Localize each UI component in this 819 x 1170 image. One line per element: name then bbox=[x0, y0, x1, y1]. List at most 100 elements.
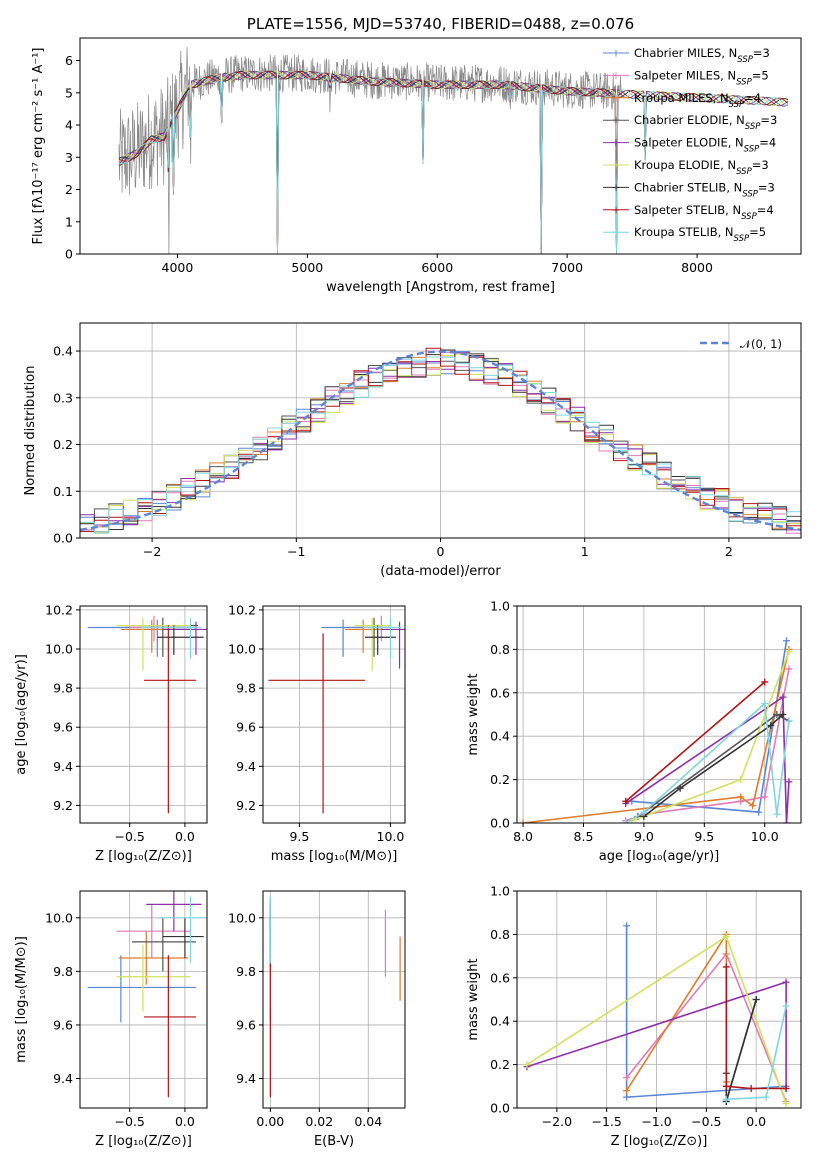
y-tick-label: 10.2 bbox=[45, 602, 73, 617]
y-tick-label: 2 bbox=[65, 182, 73, 197]
x-axis-label: Z [log₁₀(Z/Z⊙)] bbox=[611, 1134, 708, 1149]
normal-curve bbox=[80, 350, 801, 531]
data-point bbox=[676, 784, 684, 792]
data-point bbox=[755, 808, 763, 816]
series-line-kroupa-miles bbox=[625, 931, 728, 1092]
x-tick-label: −1.5 bbox=[592, 1114, 622, 1129]
legend-label: Kroupa MILES, NSSP=4 bbox=[634, 91, 761, 110]
x-tick-label: −2.0 bbox=[542, 1114, 572, 1129]
y-tick-label: 0.2 bbox=[490, 772, 510, 787]
legend-marker: + bbox=[611, 159, 620, 172]
data-point bbox=[779, 711, 787, 718]
data-point bbox=[722, 1082, 730, 1090]
y-axis-label: mass weight bbox=[466, 958, 481, 1040]
x-tick-label: 8000 bbox=[681, 260, 713, 275]
y-tick-label: 5 bbox=[65, 85, 73, 100]
histogram-kroupa-stelib bbox=[80, 356, 801, 534]
legend-marker: + bbox=[611, 203, 620, 216]
legend-label: Salpeter MILES, NSSP=5 bbox=[634, 68, 769, 87]
data-point bbox=[782, 1100, 790, 1108]
x-tick-label: 0.04 bbox=[354, 1114, 382, 1129]
data-point bbox=[761, 700, 769, 708]
panel-spectrum: 4000 5000 6000 7000 8000 0 1 2 3 4 5 6 wavelength [A… bbox=[31, 15, 802, 295]
data-point bbox=[523, 1061, 531, 1069]
y-tick-label: 10.0 bbox=[45, 910, 73, 925]
axes-frame bbox=[79, 37, 802, 255]
legend-label: Kroupa STELIB, NSSP=5 bbox=[634, 225, 766, 244]
plot-area-mass-vs-z bbox=[87, 891, 207, 1098]
y-axis-label: Flux [fλ10⁻¹⁷ erg cm⁻² s⁻¹ A⁻¹] bbox=[31, 48, 46, 245]
y-tick-label: 9.2 bbox=[236, 798, 256, 813]
y-tick-label: 0.4 bbox=[490, 1014, 510, 1029]
legend-marker: + bbox=[611, 69, 620, 82]
axes-frame bbox=[262, 605, 406, 824]
y-axis-label: Normed distribution bbox=[23, 366, 38, 496]
data-point bbox=[752, 996, 760, 1003]
x-tick-label: 4000 bbox=[162, 260, 194, 275]
plot-area-massweight-vs-z bbox=[523, 922, 790, 1108]
data-point bbox=[782, 1084, 790, 1092]
y-tick-label: 9.6 bbox=[236, 1017, 256, 1032]
y-tick-label: 1.0 bbox=[490, 884, 510, 899]
data-point bbox=[779, 693, 787, 701]
data-point bbox=[640, 808, 648, 816]
x-tick-label: 0.0 bbox=[175, 829, 195, 844]
data-point bbox=[622, 797, 630, 805]
legend-label: Kroupa ELODIE, NSSP=3 bbox=[634, 158, 769, 177]
series-line-chabrier-stelib bbox=[643, 713, 784, 818]
legend-label: Chabrier MILES, NSSP=3 bbox=[634, 46, 770, 65]
y-tick-label: 0.1 bbox=[53, 484, 73, 499]
data-point bbox=[623, 922, 631, 930]
model-spectrum-chabrier-miles bbox=[118, 70, 620, 254]
x-tick-label: 5000 bbox=[291, 260, 323, 275]
data-point bbox=[737, 776, 745, 784]
data-point bbox=[622, 819, 630, 823]
y-tick-label: 4 bbox=[65, 118, 73, 133]
y-tick-label: 1.0 bbox=[490, 599, 510, 614]
data-point bbox=[722, 1095, 730, 1103]
y-tick-label: 0 bbox=[65, 247, 73, 262]
x-tick-label: −0.5 bbox=[115, 1114, 145, 1129]
x-axis-label: (data-model)/error bbox=[380, 564, 501, 579]
x-axis-label: age [log₁₀(age/yr)] bbox=[599, 849, 720, 864]
panel-massweight-vs-z: −2.0 −1.5 −1.0 −0.5 0.0 0.0 0.2 0.4 0.6 0.8 1.0 Z [… bbox=[466, 884, 802, 1149]
data-point bbox=[623, 1074, 631, 1082]
x-tick-label: −1 bbox=[287, 544, 305, 559]
data-point bbox=[767, 721, 775, 729]
data-point bbox=[747, 1084, 755, 1092]
data-point bbox=[761, 678, 769, 686]
legend-label: 𝒩(0, 1) bbox=[740, 337, 782, 351]
series-line-salpeter-elodie bbox=[625, 695, 790, 823]
y-tick-label: 9.4 bbox=[236, 759, 256, 774]
x-axis-label: wavelength [Angstrom, rest frame] bbox=[326, 280, 555, 295]
legend-label: Chabrier STELIB, NSSP=3 bbox=[634, 180, 775, 199]
legend-marker: + bbox=[611, 226, 620, 239]
y-tick-label: 10.2 bbox=[228, 602, 256, 617]
chart-title: PLATE=1556, MJD=53740, FIBERID=0488, z=0… bbox=[247, 15, 634, 33]
axes-frame bbox=[79, 890, 208, 1109]
legend-marker: + bbox=[611, 114, 620, 127]
y-tick-label: 0.0 bbox=[490, 816, 510, 831]
y-tick-label: 0.3 bbox=[53, 390, 73, 405]
y-tick-label: 0.6 bbox=[490, 970, 510, 985]
data-point bbox=[737, 793, 745, 801]
data-point bbox=[782, 1002, 790, 1010]
y-tick-label: 6 bbox=[65, 53, 73, 68]
data-point bbox=[519, 819, 527, 823]
y-tick-label: 9.8 bbox=[236, 681, 256, 696]
legend-marker: + bbox=[611, 91, 620, 104]
panel-age-vs-mass: 9.5 10.0 9.2 9.4 9.6 9.8 10.0 10.2 mass [log₁₀(M… bbox=[228, 602, 406, 864]
data-point bbox=[623, 1093, 631, 1101]
legend-label: Salpeter ELODIE, NSSP=4 bbox=[634, 136, 776, 155]
plot-area-age-vs-z bbox=[87, 615, 207, 814]
plot-area-residuals bbox=[80, 347, 801, 534]
y-tick-label: 3 bbox=[65, 150, 73, 165]
x-tick-label: 0.02 bbox=[305, 1114, 333, 1129]
y-tick-label: 9.8 bbox=[53, 681, 73, 696]
plot-area-spectrum bbox=[118, 46, 789, 254]
y-tick-label: 0.0 bbox=[490, 1101, 510, 1116]
panel-residuals: −2 −1 0 1 2 0.0 0.1 0.2 0.3 0.4 (data-model)/error… bbox=[23, 322, 802, 579]
y-tick-label: 0.2 bbox=[490, 1057, 510, 1072]
y-tick-label: 9.8 bbox=[236, 964, 256, 979]
x-tick-label: 7000 bbox=[551, 260, 583, 275]
